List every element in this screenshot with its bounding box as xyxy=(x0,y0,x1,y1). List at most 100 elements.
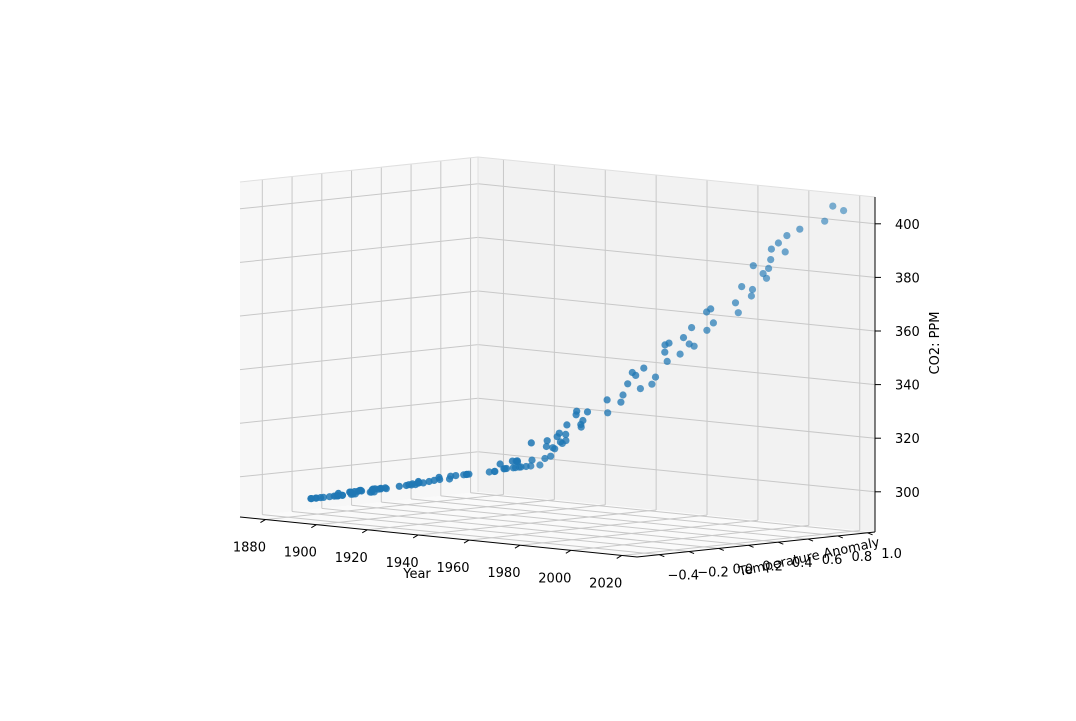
data-point xyxy=(579,416,587,425)
x-tick-label: 1880 xyxy=(233,541,266,556)
y-tick-label: 0.6 xyxy=(822,553,843,568)
x-gridline xyxy=(265,494,504,521)
x-gridline xyxy=(418,509,657,536)
z-gridline xyxy=(239,290,479,317)
data-point xyxy=(541,454,549,463)
y-tick xyxy=(867,532,873,536)
data-point xyxy=(555,429,563,437)
data-point xyxy=(334,489,342,497)
z-gridline xyxy=(239,451,479,478)
data-point xyxy=(651,373,660,381)
data-point xyxy=(465,470,473,478)
y-tick-label: 0.2 xyxy=(762,559,783,574)
y-tick-label: −0.4 xyxy=(668,569,700,584)
x-tick-label: 2020 xyxy=(589,576,622,591)
z-gridline xyxy=(477,290,876,332)
z-gridline xyxy=(239,397,479,424)
z-tick-label: 380 xyxy=(895,271,920,286)
x-axis-label: Year xyxy=(402,567,431,582)
x-tick xyxy=(260,519,266,523)
z-tick-label: 320 xyxy=(895,432,920,447)
grid-lines xyxy=(239,157,876,556)
z-gridline xyxy=(239,344,479,371)
x-tick xyxy=(616,555,622,559)
y-gridline xyxy=(351,504,749,546)
y-tick-label: 1.0 xyxy=(881,547,902,562)
data-point xyxy=(527,439,535,447)
data-point xyxy=(707,305,715,313)
y-tick xyxy=(748,544,754,548)
data-point xyxy=(562,430,570,438)
x-tick xyxy=(361,529,368,534)
data-point xyxy=(509,464,517,472)
data-point xyxy=(734,309,742,317)
y-tick xyxy=(807,538,814,542)
x-tick xyxy=(311,524,317,529)
data-point xyxy=(665,339,673,347)
z-gridline xyxy=(239,183,479,210)
data-point xyxy=(829,202,837,210)
x-tick-label: 1900 xyxy=(284,546,317,561)
data-point xyxy=(663,357,671,365)
data-point xyxy=(490,467,498,476)
y-tick xyxy=(837,535,843,539)
data-point xyxy=(562,437,570,445)
data-point xyxy=(709,319,718,327)
axis-lines xyxy=(239,156,881,559)
pane-edge xyxy=(477,156,876,198)
data-point xyxy=(617,398,625,406)
x-tick-label: 1960 xyxy=(436,561,469,576)
data-point xyxy=(369,485,377,493)
y-gridline xyxy=(411,498,809,540)
data-point xyxy=(703,326,711,334)
data-point xyxy=(619,391,627,399)
axis-panes xyxy=(240,157,875,557)
data-point xyxy=(767,256,775,264)
y-tick-label: 0.0 xyxy=(732,562,753,577)
data-point xyxy=(542,442,551,451)
data-point xyxy=(522,462,530,471)
data-point xyxy=(821,217,829,225)
data-point xyxy=(414,477,422,486)
x-gridline xyxy=(316,499,555,526)
data-point xyxy=(556,438,565,446)
y-tick xyxy=(718,547,724,551)
x-gridline xyxy=(367,504,606,531)
y-tick xyxy=(659,554,665,558)
floor-pane xyxy=(240,492,875,557)
data-point xyxy=(502,464,511,473)
x-tick-label: 1940 xyxy=(386,556,419,571)
data-point xyxy=(604,409,612,417)
data-point xyxy=(573,407,581,415)
y-gridline xyxy=(321,507,719,549)
z-axis-label: CO2: PPM xyxy=(928,312,943,375)
data-point xyxy=(536,461,544,469)
data-point xyxy=(640,364,648,372)
data-point xyxy=(528,456,536,464)
z-gridline xyxy=(477,236,876,278)
data-point xyxy=(543,437,551,445)
data-points xyxy=(307,202,848,503)
z-tick-label: 360 xyxy=(895,325,920,340)
data-point xyxy=(840,207,848,215)
data-point xyxy=(731,299,740,307)
data-point xyxy=(628,368,636,377)
x-gridline xyxy=(570,524,809,551)
data-point xyxy=(496,460,504,468)
y-axis-line xyxy=(636,531,876,558)
data-point xyxy=(346,488,354,496)
x-tick xyxy=(463,539,470,544)
y-tick-label: −0.2 xyxy=(697,566,729,581)
data-point xyxy=(676,350,684,358)
data-point xyxy=(688,324,696,332)
data-point xyxy=(395,482,403,490)
y-gridline xyxy=(381,501,779,543)
z-gridline xyxy=(477,397,876,439)
data-point xyxy=(583,408,592,416)
data-point xyxy=(738,283,746,291)
x-tick-label: 1980 xyxy=(487,566,520,581)
data-point xyxy=(624,380,632,388)
y-tick-label: 0.4 xyxy=(792,556,813,571)
